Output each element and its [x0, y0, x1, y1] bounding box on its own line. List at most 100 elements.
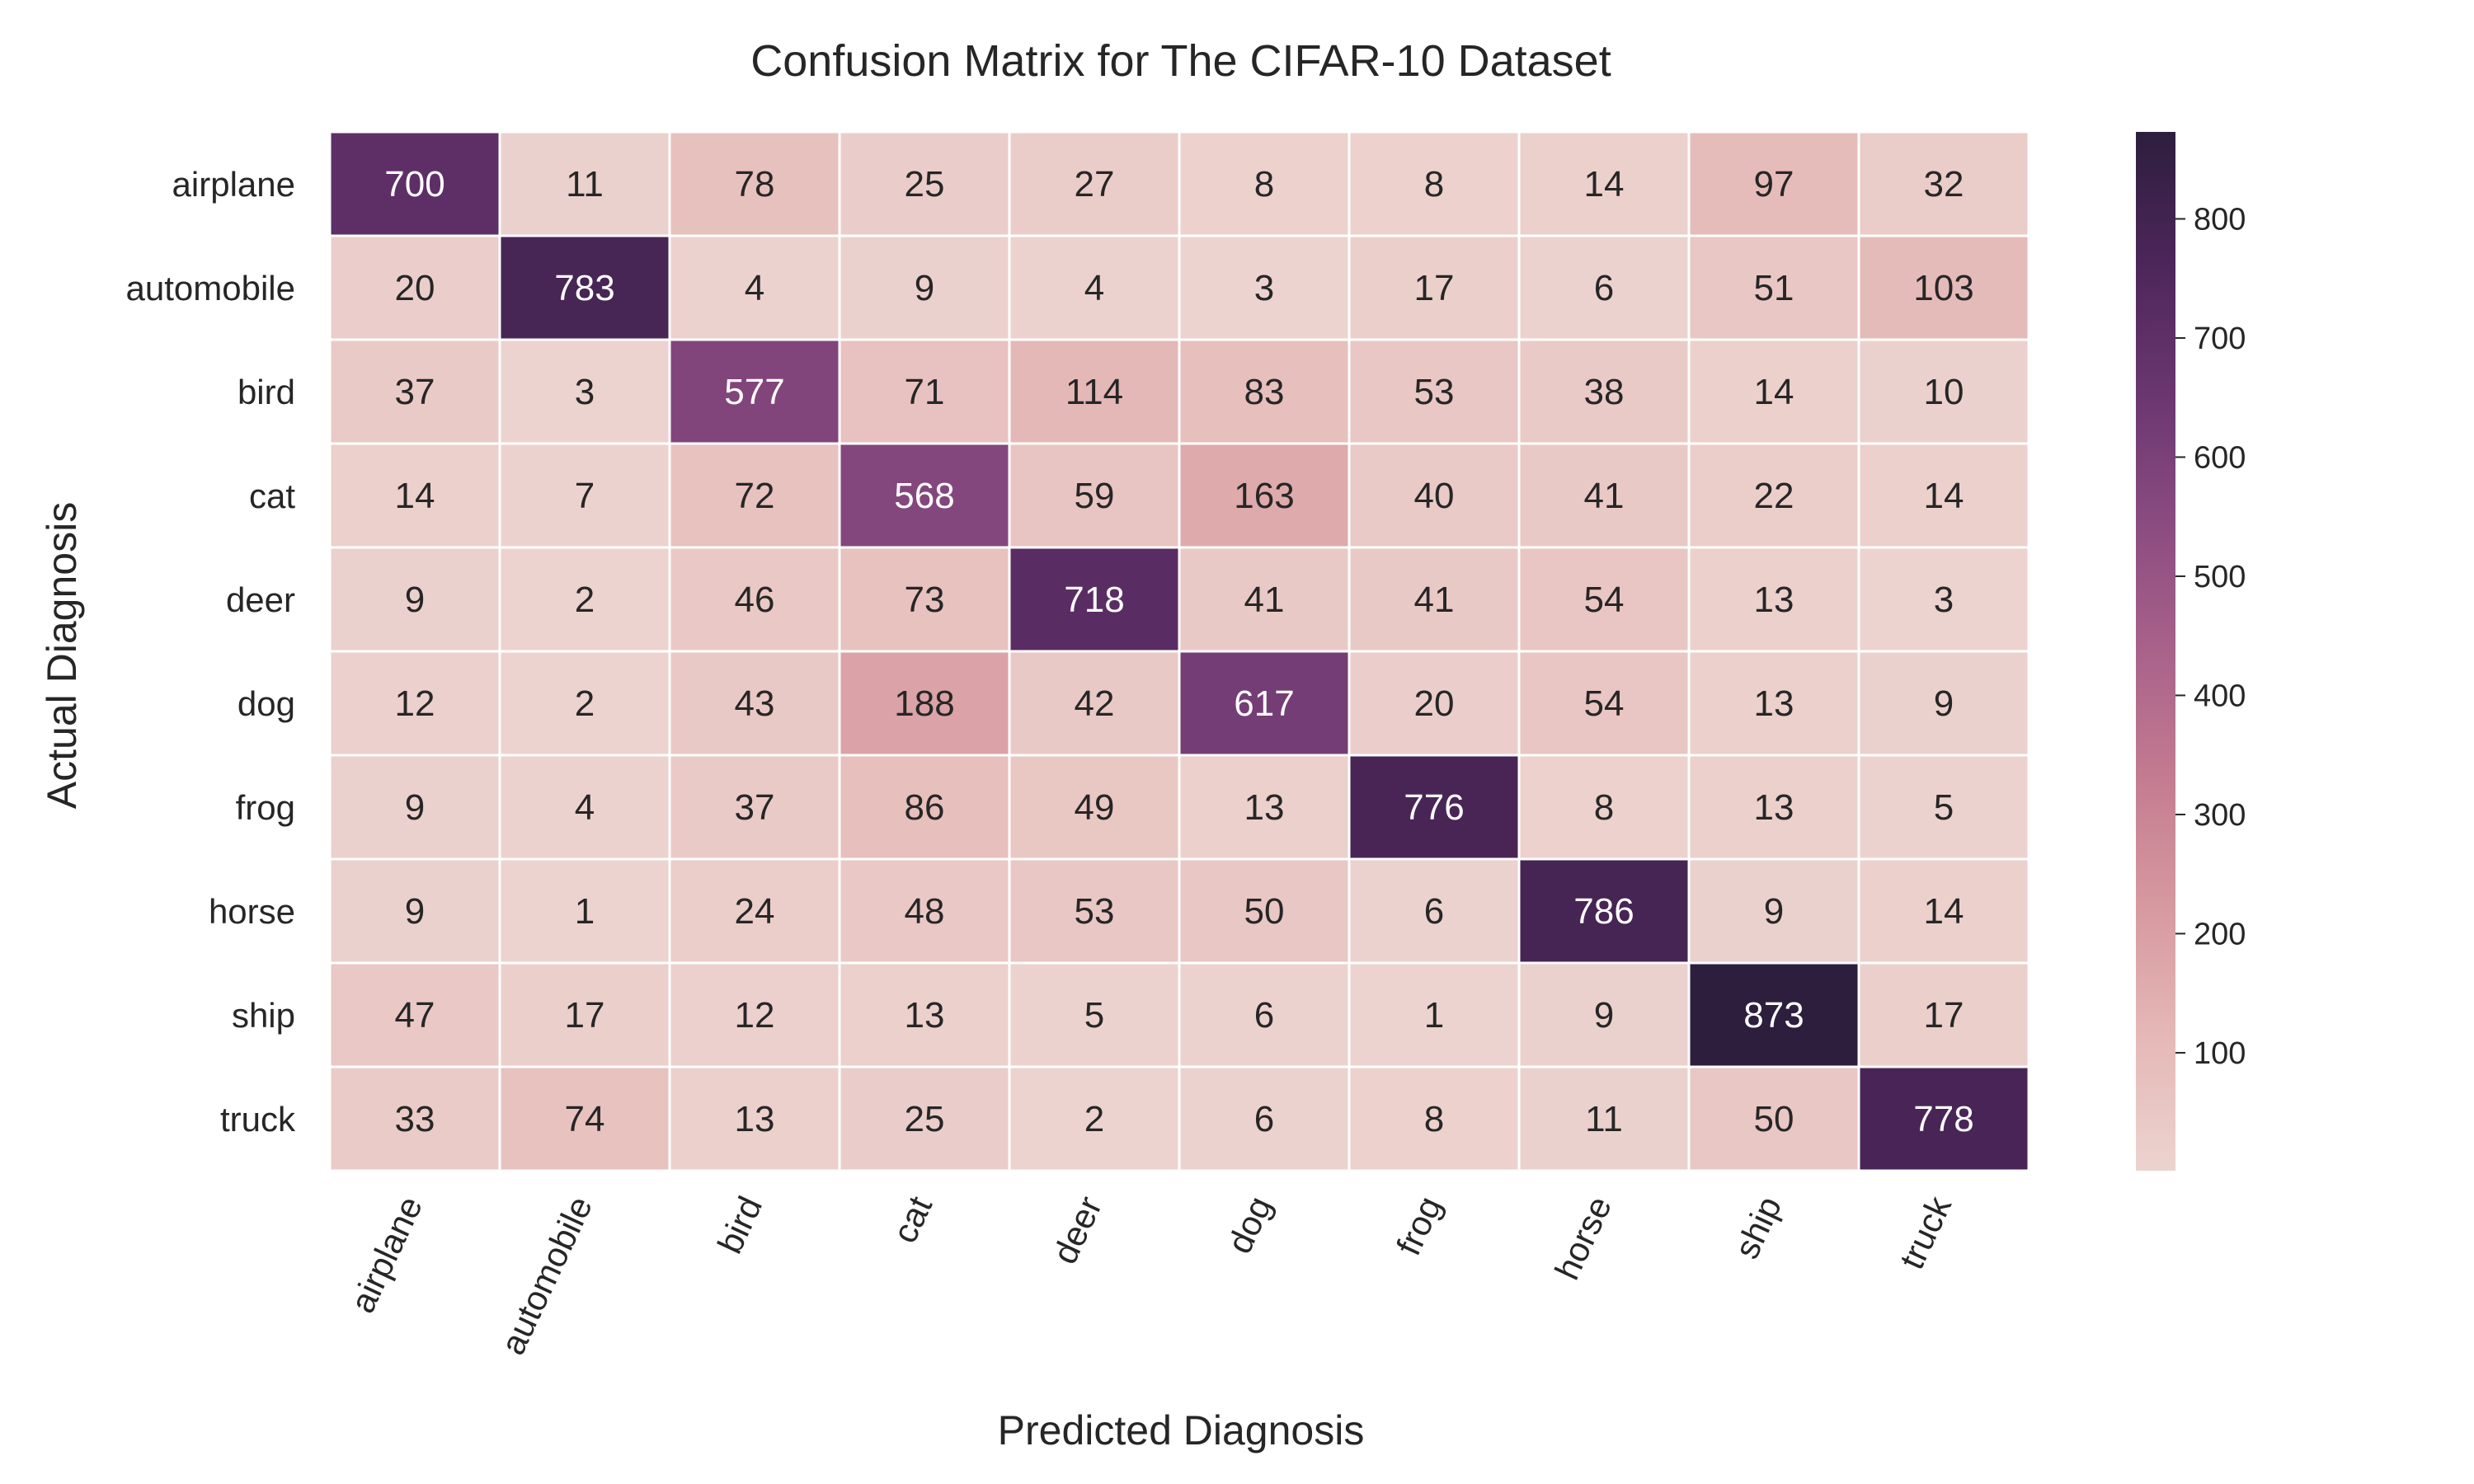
cell-value-label: 617 [1234, 683, 1294, 724]
cell-value-label: 5 [1934, 787, 1954, 828]
cell-value-label: 53 [1075, 891, 1115, 932]
cell-value-label: 13 [1244, 787, 1285, 828]
heatmap-cell [1178, 130, 1351, 237]
cell-value-label: 20 [395, 268, 435, 308]
cell-value-label: 1 [1424, 995, 1444, 1036]
cell-value-label: 718 [1064, 580, 1124, 620]
heatmap-cell [498, 338, 671, 445]
cell-value-label: 53 [1414, 372, 1455, 412]
heatmap-cell [1348, 1065, 1521, 1172]
cell-value-label: 50 [1754, 1099, 1794, 1139]
heatmap-cell [1517, 961, 1691, 1068]
cell-value-label: 577 [724, 372, 784, 412]
heatmap-cell [1178, 442, 1351, 549]
cell-value-label: 3 [1934, 580, 1954, 620]
x-tick-label: automobile [493, 1190, 600, 1360]
cell-value-label: 37 [395, 372, 435, 412]
colorbar-tick-label: 300 [2194, 798, 2246, 833]
cell-value-label: 9 [1764, 891, 1784, 932]
cell-value-label: 25 [905, 1099, 945, 1139]
colorbar-tick-label: 100 [2194, 1036, 2246, 1071]
cell-value-label: 568 [894, 476, 954, 516]
cell-value-label: 86 [905, 787, 945, 828]
cell-value-label: 33 [395, 1099, 435, 1139]
heatmap-cell [668, 338, 841, 445]
cell-value-label: 9 [1594, 995, 1614, 1036]
y-tick-label: dog [238, 684, 295, 723]
heatmap-cell [328, 1065, 501, 1172]
x-axis-label: Predicted Diagnosis [998, 1407, 1365, 1453]
cell-value-label: 8 [1424, 164, 1444, 204]
heatmap-cell [1857, 961, 2030, 1068]
cell-value-label: 1 [575, 891, 595, 932]
cell-value-label: 2 [575, 683, 595, 724]
cell-value-label: 2 [1084, 1099, 1104, 1139]
y-tick-label: cat [249, 477, 295, 515]
cell-value-label: 41 [1584, 476, 1625, 516]
cell-value-label: 3 [1254, 268, 1274, 308]
cell-value-label: 6 [1254, 1099, 1274, 1139]
cell-value-label: 13 [1754, 580, 1794, 620]
heatmap-cell [1008, 650, 1181, 757]
heatmap-cell [1517, 1065, 1691, 1172]
heatmap-cell [328, 961, 501, 1068]
cell-value-label: 27 [1075, 164, 1115, 204]
heatmap-cell [838, 961, 1011, 1068]
x-tick-label: deer [1045, 1190, 1109, 1270]
cell-value-label: 783 [554, 268, 614, 308]
cell-value-label: 73 [905, 580, 945, 620]
cell-value-label: 5 [1084, 995, 1104, 1036]
cell-value-label: 78 [735, 164, 775, 204]
cell-value-label: 700 [384, 164, 444, 204]
cell-value-label: 83 [1244, 372, 1285, 412]
colorbar-tick-label: 500 [2194, 560, 2246, 594]
heatmap-cell [1178, 234, 1351, 341]
cell-value-label: 13 [735, 1099, 775, 1139]
cell-value-label: 41 [1244, 580, 1285, 620]
colorbar-gradient [2136, 132, 2175, 1171]
cell-value-label: 48 [905, 891, 945, 932]
heatmap-cell [1348, 546, 1521, 653]
heatmap-cell [498, 546, 671, 653]
heatmap-cell [1517, 338, 1691, 445]
cell-value-label: 14 [1924, 891, 1964, 932]
cell-value-label: 7 [575, 476, 595, 516]
heatmap-cell [1008, 546, 1181, 653]
cell-value-label: 12 [395, 683, 435, 724]
x-tick-label: dog [1220, 1190, 1279, 1259]
colorbar-tick-label: 700 [2194, 322, 2246, 356]
cell-value-label: 9 [1934, 683, 1954, 724]
heatmap-cell [668, 546, 841, 653]
heatmap-cell [328, 338, 501, 445]
cell-value-label: 51 [1754, 268, 1794, 308]
heatmap-cell [1687, 650, 1860, 757]
x-tick-labels: airplane automobile bird cat deer dog frog hors… [342, 1190, 1959, 1360]
heatmap-cell [328, 442, 501, 549]
cell-value-label: 14 [395, 476, 435, 516]
y-tick-label: horse [209, 892, 295, 931]
heatmap-cell [1857, 754, 2030, 861]
heatmap-cell [1857, 546, 2030, 653]
cell-value-label: 40 [1414, 476, 1455, 516]
cell-value-label: 14 [1584, 164, 1625, 204]
cell-value-label: 42 [1075, 683, 1115, 724]
cell-value-label: 188 [894, 683, 954, 724]
cell-value-label: 103 [1913, 268, 1973, 308]
cell-value-label: 25 [905, 164, 945, 204]
heatmap-cell [1178, 754, 1351, 861]
cell-value-label: 6 [1594, 268, 1614, 308]
heatmap-cell [1687, 754, 1860, 861]
cell-value-label: 4 [575, 787, 595, 828]
heatmap-cell [1687, 234, 1860, 341]
heatmap-cell [1348, 338, 1521, 445]
x-tick-label: airplane [342, 1190, 430, 1318]
heatmap-cell [1517, 546, 1691, 653]
heatmap-cell [1687, 1065, 1860, 1172]
heatmap-cell [1517, 130, 1691, 237]
heatmap-cell [838, 234, 1011, 341]
heatmap-cell [838, 1065, 1011, 1172]
cell-value-label: 11 [566, 164, 604, 204]
cell-value-label: 37 [735, 787, 775, 828]
